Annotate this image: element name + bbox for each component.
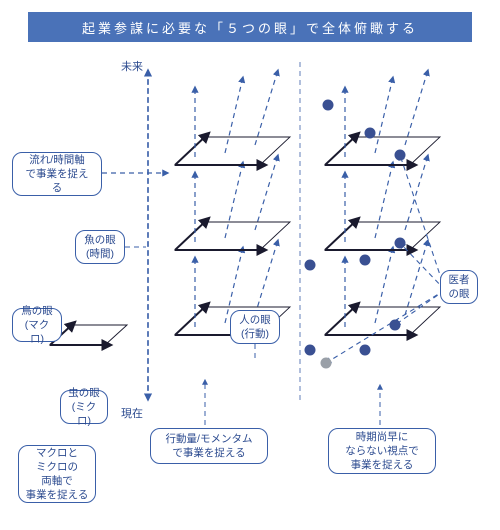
- label-bird-eye: 鳥の眼 (マクロ): [12, 308, 62, 342]
- label-macro-micro: マクロと ミクロの 両軸で 事業を捉える: [18, 445, 96, 503]
- axis-top-label: 未来: [121, 58, 143, 74]
- label-human-eye: 人の眼 (行動): [230, 310, 280, 344]
- label-momentum: 行動量/モメンタム で事業を捉える: [150, 428, 268, 464]
- diagram-stage: 起業参謀に必要な「５つの眼」で全体俯瞰する 未来 現在 流れ/時間軸 で事業を捉…: [0, 0, 500, 530]
- label-doctor-eye: 医者 の眼: [440, 270, 478, 304]
- label-timing: 時期尚早に ならない視点で 事業を捉える: [328, 428, 436, 474]
- label-flow: 流れ/時間軸 で事業を捉え る: [12, 152, 102, 196]
- label-fish-eye: 魚の眼 (時間): [75, 230, 125, 264]
- axis-bottom-label: 現在: [121, 405, 143, 421]
- label-bug-eye: 虫の眼 (ミクロ): [60, 390, 108, 424]
